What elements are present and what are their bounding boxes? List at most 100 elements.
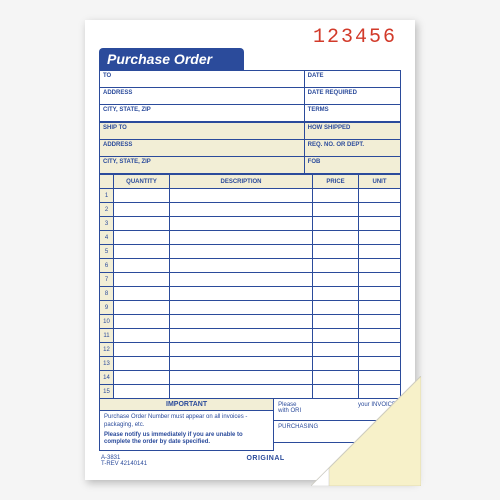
form-footer: A-3831 T-REV 42140141 ORIGINAL 05-11 [99,455,401,467]
line-item-cell[interactable] [114,273,170,287]
header-field[interactable]: HOW SHIPPED [304,123,400,140]
line-item-cell[interactable] [170,343,313,357]
line-item-cell[interactable] [170,315,313,329]
line-item-cell[interactable] [114,301,170,315]
invoice-note: Please your INVOICE with ORI [274,399,401,421]
header-field[interactable]: CITY, STATE, ZIP [100,157,305,174]
line-item-cell[interactable] [114,385,170,399]
line-item-cell[interactable] [170,231,313,245]
line-item-cell[interactable] [114,259,170,273]
line-item-cell[interactable] [114,329,170,343]
important-line2: Please notify us immediately if you are … [104,432,269,448]
footer-right: 05-11 [384,455,399,467]
line-item-cell[interactable] [313,287,359,301]
line-item-cell[interactable] [114,189,170,203]
column-header: PRICE [313,175,359,189]
line-item-cell[interactable] [313,203,359,217]
line-item-cell[interactable] [170,189,313,203]
line-item-cell[interactable] [313,371,359,385]
line-item-cell[interactable] [170,371,313,385]
line-item-cell[interactable] [313,217,359,231]
header-field[interactable]: DATE REQUIRED [304,88,400,105]
line-item-cell[interactable] [170,259,313,273]
line-item-cell[interactable] [114,231,170,245]
line-item-cell[interactable] [170,217,313,231]
line-item-cell[interactable] [359,231,401,245]
line-item-cell[interactable] [114,315,170,329]
line-item-cell[interactable] [170,301,313,315]
line-item-cell[interactable] [359,301,401,315]
line-item-cell[interactable] [313,385,359,399]
bottom-section: IMPORTANT Purchase Order Number must app… [99,399,401,451]
line-item-cell[interactable] [114,203,170,217]
line-item-cell[interactable] [313,231,359,245]
important-line1: Purchase Order Number must appear on all… [104,414,269,430]
line-item-cell[interactable] [114,343,170,357]
ship-to-table: SHIP TOHOW SHIPPEDADDRESSREQ. NO. OR DEP… [99,122,401,174]
purchasing-cell: PURCHASING [274,421,401,443]
line-item-cell[interactable] [359,287,401,301]
purchase-order-form: 123456 Purchase Order TODATEADDRESSDATE … [85,20,415,480]
line-item-cell[interactable] [359,189,401,203]
line-item-cell[interactable] [114,371,170,385]
po-number: 123456 [313,26,397,49]
row-number: 12 [100,343,114,357]
line-item-cell[interactable] [114,217,170,231]
line-item-cell[interactable] [170,357,313,371]
line-item-cell[interactable] [359,385,401,399]
row-number: 6 [100,259,114,273]
footer-left: A-3831 T-REV 42140141 [101,455,147,467]
line-item-cell[interactable] [313,259,359,273]
line-item-cell[interactable] [170,245,313,259]
row-number: 13 [100,357,114,371]
row-number: 14 [100,371,114,385]
line-item-cell[interactable] [359,329,401,343]
line-item-cell[interactable] [359,203,401,217]
note-text: your INVOICE [358,402,396,408]
line-item-cell[interactable] [170,203,313,217]
line-item-cell[interactable] [313,329,359,343]
line-item-cell[interactable] [313,189,359,203]
header-field[interactable]: ADDRESS [100,140,305,157]
line-item-cell[interactable] [359,371,401,385]
row-number: 15 [100,385,114,399]
line-item-cell[interactable] [359,245,401,259]
row-number: 10 [100,315,114,329]
header-field[interactable]: TERMS [304,105,400,122]
line-item-cell[interactable] [313,315,359,329]
line-item-cell[interactable] [114,357,170,371]
header-field[interactable]: FOB [304,157,400,174]
line-item-cell[interactable] [359,273,401,287]
header-field[interactable]: SHIP TO [100,123,305,140]
line-item-cell[interactable] [170,273,313,287]
note-text: with ORI [278,408,301,414]
line-item-cell[interactable] [313,343,359,357]
line-item-cell[interactable] [313,301,359,315]
line-item-cell[interactable] [359,357,401,371]
line-item-cell[interactable] [170,385,313,399]
line-item-cell[interactable] [359,217,401,231]
header-field[interactable]: ADDRESS [100,88,305,105]
header-field[interactable]: DATE [304,71,400,88]
line-item-cell[interactable] [359,343,401,357]
header-field[interactable]: TO [100,71,305,88]
line-item-cell[interactable] [313,273,359,287]
line-items-table: QUANTITYDESCRIPTIONPRICEUNIT123456789101… [99,174,401,399]
column-header: QUANTITY [114,175,170,189]
column-header: DESCRIPTION [170,175,313,189]
line-item-cell[interactable] [170,287,313,301]
footer-original: ORIGINAL [246,455,284,467]
line-item-cell[interactable] [313,245,359,259]
line-item-cell[interactable] [313,357,359,371]
line-item-cell[interactable] [114,245,170,259]
line-item-cell[interactable] [170,329,313,343]
header-field[interactable]: CITY, STATE, ZIP [100,105,305,122]
line-item-cell[interactable] [114,287,170,301]
line-item-cell[interactable] [359,315,401,329]
column-header: UNIT [359,175,401,189]
header-field[interactable]: REQ. NO. OR DEPT. [304,140,400,157]
row-number: 1 [100,189,114,203]
row-number: 2 [100,203,114,217]
row-number: 11 [100,329,114,343]
line-item-cell[interactable] [359,259,401,273]
